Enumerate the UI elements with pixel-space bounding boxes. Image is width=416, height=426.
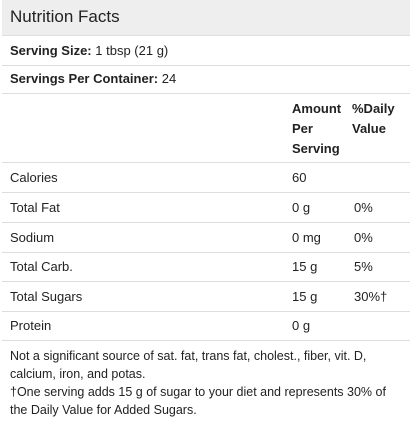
nutrient-name: Protein [10,318,52,333]
nutrient-amount: 15 g [292,289,318,304]
amount-per-serving-header: Amount Per Serving [292,101,342,156]
nutrient-amount: 0 mg [292,230,321,245]
serving-size-row: Serving Size: 1 tbsp (21 g) [2,36,410,66]
nutrient-name: Total Fat [10,200,60,215]
nutrient-row-total-carb: Total Carb. 15 g 5% [2,252,410,282]
nutrient-name: Sodium [10,230,55,245]
nutrient-amount: 0 g [292,318,311,333]
servings-per-container-label: Servings Per Container: [10,71,159,86]
nutrient-row-total-fat: Total Fat 0 g 0% [2,193,410,223]
nutrient-name: Total Sugars [10,289,83,304]
nutrient-amount: 15 g [292,259,318,274]
daily-value-header: %Daily Value [352,101,395,136]
servings-per-container-row: Servings Per Container: 24 [2,64,410,94]
table-header: Amount Per Serving %Daily Value [2,93,410,163]
nutrient-daily-value: 0% [354,230,373,245]
panel-title: Nutrition Facts [2,0,410,36]
nutrient-row-total-sugars: Total Sugars 15 g 30%† [2,282,410,312]
footnote-added-sugars: †One serving adds 15 g of sugar to your … [10,385,386,417]
nutrient-row-protein: Protein 0 g [2,311,410,341]
nutrient-name: Total Carb. [10,259,73,274]
nutrient-row-calories: Calories 60 [2,163,410,193]
serving-size-label: Serving Size: [10,43,92,58]
nutrient-name: Calories [10,170,58,185]
serving-size-value: 1 tbsp (21 g) [95,43,169,58]
nutrient-daily-value: 5% [354,259,373,274]
nutrient-daily-value: 30%† [354,289,388,304]
nutrient-amount: 0 g [292,200,311,215]
footnote-sources: Not a significant source of sat. fat, tr… [10,349,367,381]
footnotes: Not a significant source of sat. fat, tr… [2,341,410,426]
servings-per-container-value: 24 [161,71,177,86]
nutrient-amount: 60 [292,170,307,185]
nutrient-row-sodium: Sodium 0 mg 0% [2,223,410,253]
nutrient-daily-value: 0% [354,200,373,215]
